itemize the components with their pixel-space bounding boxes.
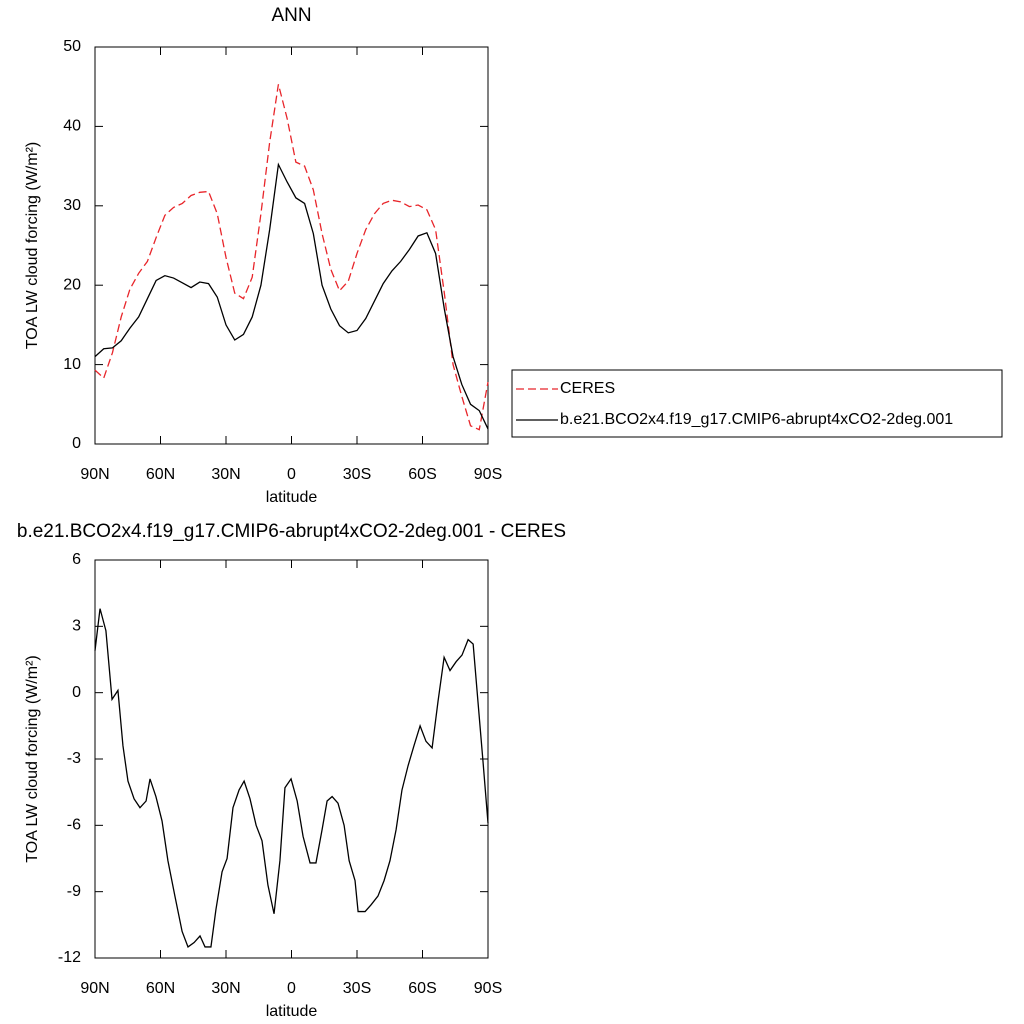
plot-frame xyxy=(94,46,489,445)
x-tick-label: 30S xyxy=(343,980,371,997)
y-axis-label: TOA LW cloud forcing (W/m²) xyxy=(24,142,41,349)
x-tick-label: 30S xyxy=(343,466,371,483)
x-axis-label: latitude xyxy=(266,1003,318,1020)
plot: ANN 0 10 20 30 40 50 90N 60N 30N 0 30S 60S 90S latitud… xyxy=(24,5,1003,506)
x-tick-label: 90N xyxy=(80,980,109,997)
chart-title: b.e21.BCO2x4.f19_g17.CMIP6-abrupt4xCO2-2… xyxy=(17,521,566,542)
x-tick-label: 0 xyxy=(287,980,296,997)
x-axis-label: latitude xyxy=(266,489,318,506)
plot-frame xyxy=(94,559,489,959)
y-tick-label: 50 xyxy=(63,38,81,55)
x-tick-label: 60N xyxy=(146,980,175,997)
legend-label: b.e21.BCO2x4.f19_g17.CMIP6-abrupt4xCO2-2… xyxy=(560,411,953,428)
x-tick-label: 0 xyxy=(287,466,296,483)
x-tick-label: 60S xyxy=(408,980,436,997)
x-tick-label: 90S xyxy=(474,466,502,483)
y-tick-label: 40 xyxy=(63,118,81,135)
chart-title: ANN xyxy=(271,5,311,26)
y-axis-label: TOA LW cloud forcing (W/m²) xyxy=(24,655,41,862)
legend-box xyxy=(511,369,1003,438)
y-tick-label: 0 xyxy=(72,684,81,701)
plot: b.e21.BCO2x4.f19_g17.CMIP6-abrupt4xCO2-2… xyxy=(17,521,566,1020)
y-tick-label: 10 xyxy=(63,356,81,373)
y-tick-label: -3 xyxy=(67,750,81,767)
y-tick-label: 20 xyxy=(63,276,81,293)
y-tick-label: 6 xyxy=(72,551,81,568)
x-tick-label: 60N xyxy=(146,466,175,483)
y-tick-label: -9 xyxy=(67,883,81,900)
data-line xyxy=(94,162,489,430)
y-tick-label: -6 xyxy=(67,817,81,834)
data-line xyxy=(94,84,489,431)
x-tick-label: 30N xyxy=(211,980,240,997)
legend: CERES b.e21.BCO2x4.f19_g17.CMIP6-abrupt4x… xyxy=(511,369,1003,438)
data-line xyxy=(94,608,489,948)
legend-label: CERES xyxy=(560,380,615,397)
y-tick-label: 3 xyxy=(72,618,81,635)
x-tick-label: 60S xyxy=(408,466,436,483)
y-tick-label: -12 xyxy=(58,949,81,966)
x-tick-label: 90S xyxy=(474,980,502,997)
y-tick-label: 30 xyxy=(63,197,81,214)
y-tick-label: 0 xyxy=(72,435,81,452)
x-tick-label: 30N xyxy=(211,466,240,483)
x-tick-label: 90N xyxy=(80,466,109,483)
